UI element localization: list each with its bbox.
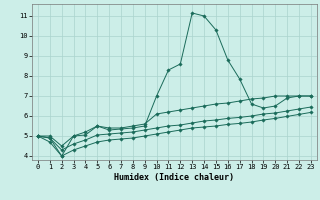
X-axis label: Humidex (Indice chaleur): Humidex (Indice chaleur) [115,173,234,182]
